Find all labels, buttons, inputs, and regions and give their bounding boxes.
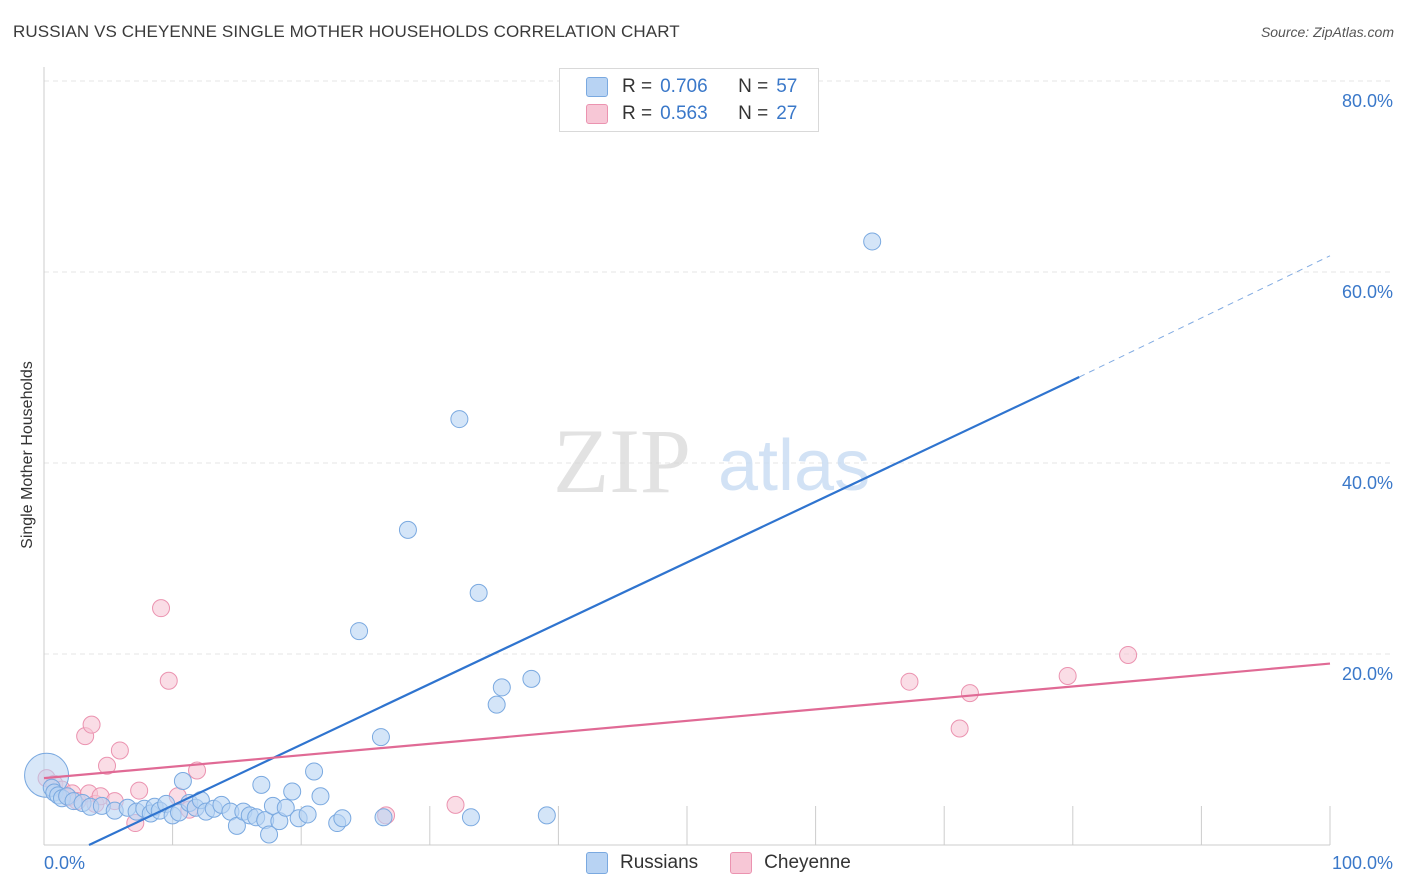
russians-point bbox=[537, 806, 556, 825]
russians-point bbox=[350, 622, 369, 641]
cheyenne-point bbox=[446, 795, 465, 814]
russians-point bbox=[173, 772, 192, 791]
legend-item-cheyenne[interactable]: Cheyenne bbox=[730, 852, 851, 874]
watermark: ZIP atlas bbox=[553, 410, 870, 512]
cheyenne-point bbox=[1058, 666, 1077, 685]
russians-point bbox=[305, 762, 324, 781]
y-tick-label: 60.0% bbox=[1342, 282, 1393, 302]
russians-swatch bbox=[586, 852, 608, 874]
cheyenne-point bbox=[950, 719, 969, 738]
russians-point bbox=[276, 798, 295, 817]
x-tick-label-min: 0.0% bbox=[44, 853, 85, 873]
cheyenne-point bbox=[98, 756, 117, 775]
russians-points bbox=[24, 232, 882, 844]
cheyenne-point bbox=[130, 781, 149, 800]
russians-point bbox=[260, 825, 279, 844]
russians-point bbox=[333, 809, 352, 828]
russians-point bbox=[461, 808, 480, 827]
x-tick-label-max: 100.0% bbox=[1332, 853, 1393, 873]
russians-point bbox=[487, 695, 506, 714]
cheyenne-point bbox=[159, 671, 178, 690]
correlation-legend: R = 0.706 N = 57 R = 0.563 N = 27 bbox=[559, 68, 819, 132]
r-label: R = bbox=[622, 76, 653, 97]
cheyenne-swatch bbox=[730, 852, 753, 874]
cheyenne-point bbox=[960, 684, 979, 703]
legend-item-russians[interactable]: Russians bbox=[586, 852, 698, 874]
russians-point bbox=[374, 808, 393, 827]
cheyenne-point bbox=[900, 672, 919, 691]
cheyenne-trend-line bbox=[43, 662, 1331, 780]
russians-point bbox=[522, 669, 541, 688]
cheyenne-point bbox=[82, 715, 101, 734]
r-label: R = bbox=[622, 103, 653, 124]
axes bbox=[43, 67, 1331, 846]
grid bbox=[44, 80, 1393, 655]
n-value: 57 bbox=[776, 76, 798, 97]
legend-row-russians: R = 0.706 N = 57 bbox=[586, 75, 797, 99]
russians-swatch bbox=[586, 77, 608, 97]
russians-point bbox=[298, 805, 317, 824]
watermark-atlas: atlas bbox=[718, 426, 870, 506]
legend-label-russians: Russians bbox=[620, 852, 699, 873]
chart-title: RUSSIAN VS CHEYENNE SINGLE MOTHER HOUSEH… bbox=[13, 22, 680, 41]
russians-point bbox=[450, 410, 469, 429]
watermark-zip: ZIP bbox=[553, 410, 691, 512]
y-tick-label: 20.0% bbox=[1342, 664, 1393, 684]
series-legend: Russians Cheyenne bbox=[586, 852, 883, 874]
source-label: Source: ZipAtlas.com bbox=[1260, 24, 1394, 40]
russians-point bbox=[492, 678, 511, 697]
cheyenne-point bbox=[188, 761, 207, 780]
trend-lines bbox=[43, 255, 1331, 846]
russians-point bbox=[469, 583, 488, 602]
russians-point bbox=[371, 728, 390, 747]
russians-point bbox=[311, 787, 330, 806]
russians-trend-extension bbox=[1079, 255, 1331, 378]
cheyenne-swatch bbox=[586, 104, 608, 124]
russians-point bbox=[398, 520, 417, 539]
russians-point bbox=[863, 232, 882, 251]
r-value: 0.706 bbox=[660, 76, 708, 97]
legend-label-cheyenne: Cheyenne bbox=[764, 852, 851, 873]
tick-labels: 20.0% 40.0% 60.0% 80.0% 0.0% 100.0% bbox=[44, 91, 1393, 873]
n-value: 27 bbox=[776, 103, 798, 124]
legend-row-cheyenne: R = 0.563 N = 27 bbox=[586, 102, 797, 126]
russians-point bbox=[283, 782, 302, 801]
n-label: N = bbox=[738, 76, 769, 97]
y-tick-label: 40.0% bbox=[1342, 473, 1393, 493]
y-tick-label: 80.0% bbox=[1342, 91, 1393, 111]
cheyenne-point bbox=[152, 599, 171, 618]
russians-point bbox=[252, 775, 271, 794]
n-label: N = bbox=[738, 103, 769, 124]
cheyenne-point bbox=[110, 741, 129, 760]
russians-trend-line bbox=[88, 376, 1080, 846]
cheyenne-point bbox=[1119, 645, 1138, 664]
r-value: 0.563 bbox=[660, 103, 708, 124]
